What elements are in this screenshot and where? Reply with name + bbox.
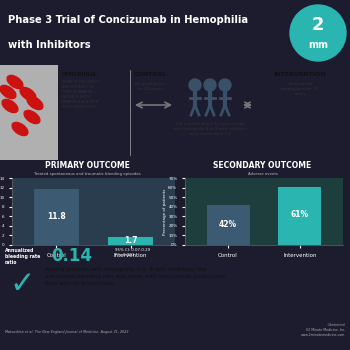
Text: Among patients with hemophilia A or B with inhibitors, the
annualized bleeding r: Among patients with hemophilia A or B wi… <box>45 267 225 286</box>
Circle shape <box>204 79 216 91</box>
Text: No prophylaxis
for 24 weeks: No prophylaxis for 24 weeks <box>135 82 165 91</box>
Ellipse shape <box>12 122 28 135</box>
Bar <box>34 189 79 245</box>
Text: 42%: 42% <box>219 220 237 229</box>
Text: ©2minmed
02 Minute Medicine, Inc.
www.2minutemedicine.com: ©2minmed 02 Minute Medicine, Inc. www.2m… <box>301 323 345 337</box>
Text: PRIMARY OUTCOME: PRIMARY OUTCOME <box>45 161 130 169</box>
Text: SECONDARY OUTCOME: SECONDARY OUTCOME <box>214 161 312 169</box>
Text: 0.14: 0.14 <box>51 247 92 265</box>
Text: HEMOPHILIA:: HEMOPHILIA: <box>62 72 99 77</box>
Text: Annualized
bleeding rate
ratio: Annualized bleeding rate ratio <box>5 248 40 265</box>
Y-axis label: Percentage of patients: Percentage of patients <box>163 188 167 235</box>
Text: 11.8: 11.8 <box>47 212 66 221</box>
FancyBboxPatch shape <box>0 65 58 160</box>
Text: mm: mm <box>308 40 328 50</box>
Bar <box>206 205 250 245</box>
Ellipse shape <box>2 99 18 113</box>
Text: CONTROL: CONTROL <box>133 72 167 77</box>
Text: INTERVENTION: INTERVENTION <box>274 72 326 77</box>
Circle shape <box>219 79 231 91</box>
Text: 2: 2 <box>312 16 324 34</box>
Ellipse shape <box>20 88 36 100</box>
Text: WHAT IS THE SAFETY
AND EFFICACY OF
CONCIZUMAB IN
PATIENTS WITH
HEMOPHILIA A OR B: WHAT IS THE SAFETY AND EFFICACY OF CONCI… <box>62 80 100 109</box>
Text: 133 patients above 12 years of age
with hemophilia A or B with inhibitors
were r: 133 patients above 12 years of age with … <box>173 122 247 136</box>
Text: Adverse events: Adverse events <box>247 172 278 176</box>
Ellipse shape <box>24 110 40 124</box>
Text: 61%: 61% <box>291 210 309 219</box>
Text: Matsushita et al. The New England Journal of Medicine. August 31, 2023: Matsushita et al. The New England Journa… <box>5 330 128 334</box>
Text: Concizumab
prophylaxis for 32
weeks: Concizumab prophylaxis for 32 weeks <box>281 82 319 96</box>
Text: Treated spontaneous and traumatic bleeding episodes: Treated spontaneous and traumatic bleedi… <box>34 172 141 176</box>
Ellipse shape <box>27 96 43 110</box>
Ellipse shape <box>0 85 16 99</box>
Bar <box>108 237 153 245</box>
Circle shape <box>189 79 201 91</box>
Text: with Inhibitors: with Inhibitors <box>8 40 91 50</box>
Bar <box>278 187 321 245</box>
Text: Phase 3 Trial of Concizumab in Hemophilia: Phase 3 Trial of Concizumab in Hemophili… <box>8 15 248 25</box>
Text: 1.7: 1.7 <box>124 236 137 245</box>
Text: ✓: ✓ <box>9 270 35 299</box>
Ellipse shape <box>7 75 23 89</box>
Circle shape <box>290 5 346 61</box>
Text: 95% CI: 0.07-0.29
P < 0.001: 95% CI: 0.07-0.29 P < 0.001 <box>115 248 150 257</box>
